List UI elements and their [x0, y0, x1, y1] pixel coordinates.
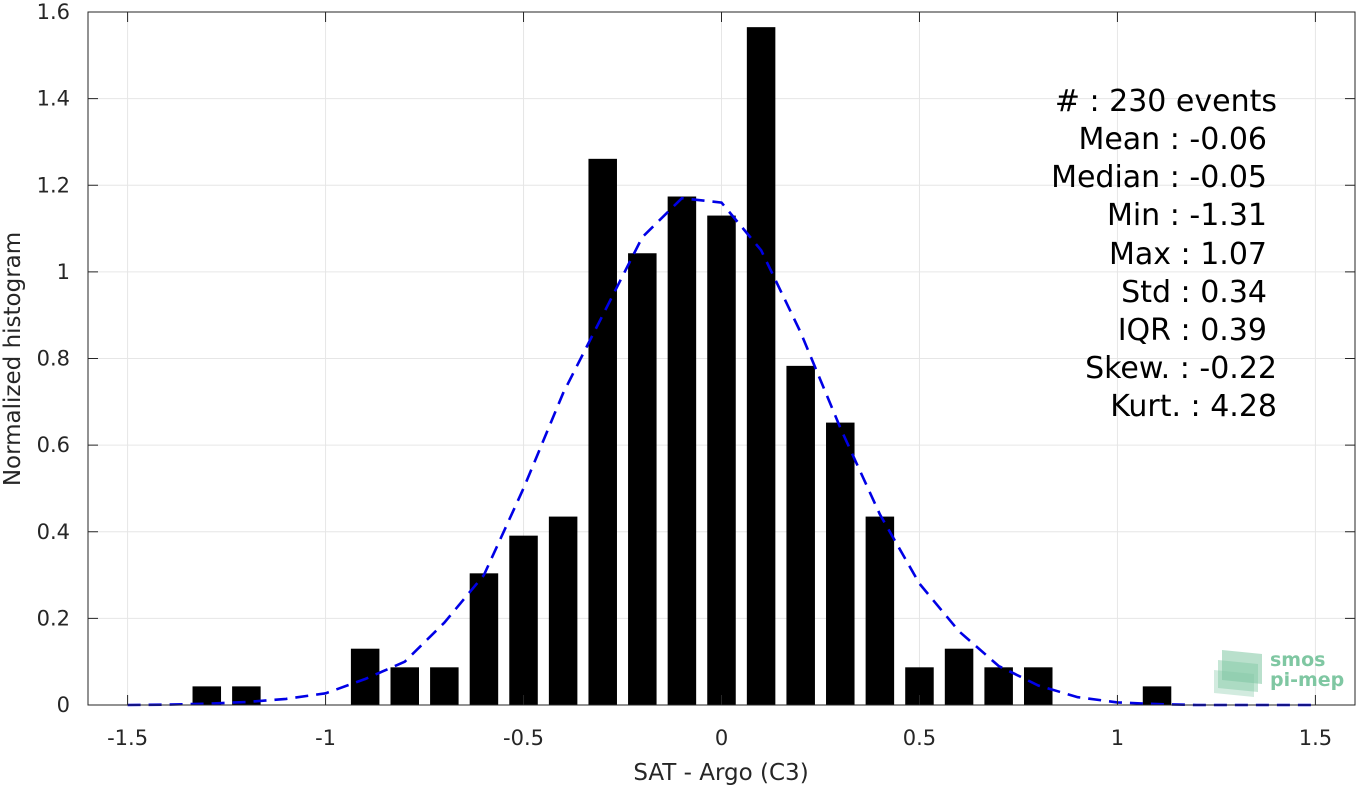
y-tick-label: 0.4	[37, 520, 70, 544]
x-tick-labels: -1.5 -1 -0.5 0 0.5 1 1.5	[107, 726, 1332, 750]
stats-iqr: IQR : 0.39	[1118, 313, 1267, 348]
logo-text-smos: smos	[1270, 649, 1325, 671]
stats-max: Max : 1.07	[1109, 237, 1267, 272]
histogram-bar	[865, 516, 895, 705]
y-axis-label: Normalized histogram	[0, 232, 26, 486]
x-tick-label: -1.5	[107, 726, 148, 750]
y-tick-label: 0	[57, 693, 70, 717]
x-tick-label: -0.5	[503, 726, 544, 750]
histogram-bars	[192, 27, 1172, 706]
histogram-bar	[469, 573, 499, 705]
stats-mean: Mean : -0.06	[1078, 122, 1267, 157]
histogram-bar	[390, 667, 420, 705]
y-tick-label: 1.4	[37, 87, 70, 111]
stats-median: Median : -0.05	[1051, 160, 1267, 195]
histogram-bar	[350, 648, 380, 705]
histogram-bar	[588, 158, 617, 706]
x-tick-label: 0	[715, 726, 728, 750]
stats-std: Std : 0.34	[1121, 275, 1267, 310]
axis-ticks	[88, 11, 1355, 706]
y-tick-label: 0.6	[37, 433, 70, 457]
y-tick-label: 0.2	[37, 606, 70, 630]
x-tick-label: 1	[1111, 726, 1124, 750]
histogram-bar	[667, 196, 697, 706]
histogram-bar	[984, 667, 1013, 705]
stats-count: # : 230 events	[1055, 84, 1277, 119]
x-tick-label: 0.5	[903, 726, 936, 750]
y-tick-label: 0.8	[37, 347, 70, 371]
y-tick-label: 1	[57, 260, 70, 284]
histogram-bar	[826, 422, 855, 705]
stats-min: Min : -1.31	[1107, 198, 1267, 233]
stats-kurt: Kurt. : 4.28	[1110, 389, 1277, 424]
logo-wave-icon	[1214, 650, 1262, 697]
x-tick-label: -1	[315, 726, 336, 750]
histogram-bar	[746, 27, 776, 706]
histogram-bar	[509, 535, 538, 705]
histogram-bar	[944, 648, 974, 705]
stats-box: # : 230 events Mean : -0.06 Median : -0.…	[1051, 84, 1277, 424]
y-tick-label: 1.2	[37, 173, 70, 197]
stats-skew: Skew. : -0.22	[1085, 351, 1277, 386]
histogram-bar	[192, 686, 222, 705]
smos-pimep-logo: smos pi-mep	[1214, 649, 1344, 697]
histogram-bar	[628, 253, 657, 706]
histogram-bar	[1142, 686, 1172, 705]
histogram-bar	[548, 516, 578, 705]
y-tick-labels: 0 0.2 0.4 0.6 0.8 1 1.2 1.4 1.6	[37, 0, 70, 717]
histogram-bar	[786, 365, 815, 705]
histogram-bar	[707, 215, 736, 705]
y-tick-label: 1.6	[37, 0, 70, 24]
x-axis-label: SAT - Argo (C3)	[633, 760, 808, 786]
x-tick-label: 1.5	[1299, 726, 1332, 750]
histogram-bar	[430, 667, 459, 705]
logo-text-pimep: pi-mep	[1270, 669, 1344, 691]
